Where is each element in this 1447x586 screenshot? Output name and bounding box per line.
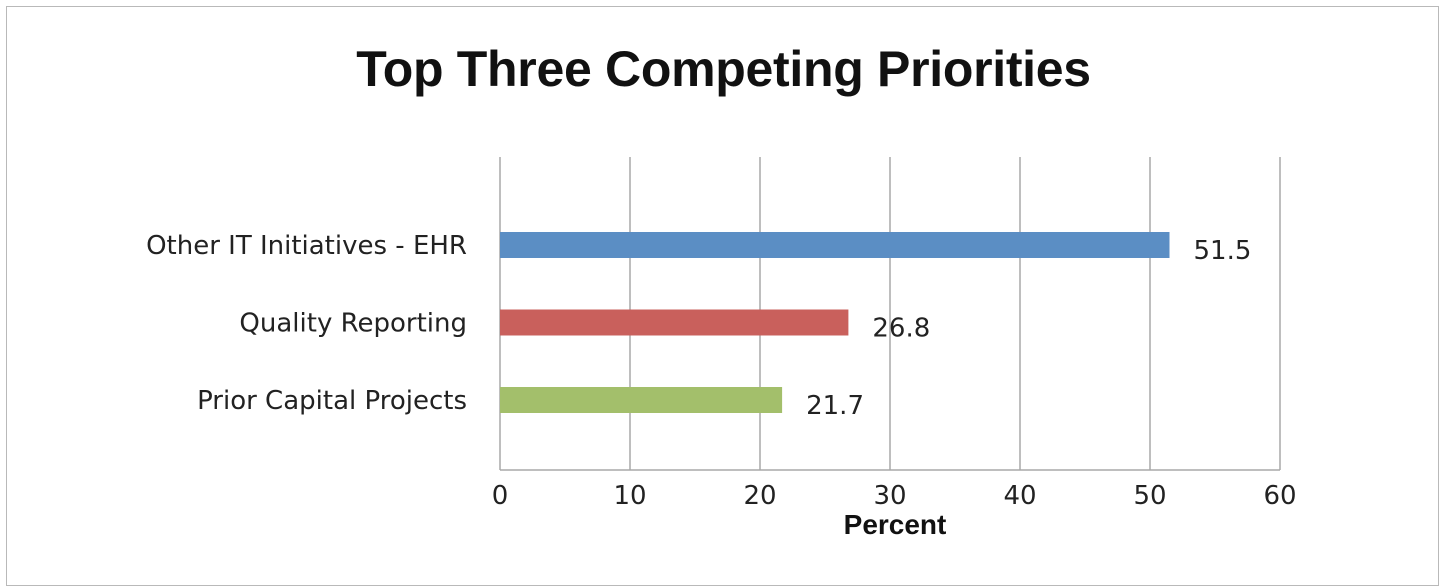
value-labels: 51.5 26.8 21.7 xyxy=(806,236,1251,421)
x-tick-60: 60 xyxy=(1263,481,1296,511)
category-label-1: Other IT Initiatives - EHR xyxy=(146,231,467,261)
value-label-1: 51.5 xyxy=(1194,236,1252,266)
x-axis-title: Percent xyxy=(844,509,947,540)
x-tick-40: 40 xyxy=(1003,481,1036,511)
x-tick-30: 30 xyxy=(873,481,906,511)
bar-3 xyxy=(500,387,783,413)
x-tick-0: 0 xyxy=(492,481,509,511)
value-label-2: 26.8 xyxy=(872,314,930,344)
category-labels: Other IT Initiatives - EHR Quality Report… xyxy=(146,231,467,416)
category-label-2: Quality Reporting xyxy=(239,309,467,339)
chart-title: Top Three Competing Priorities xyxy=(356,41,1091,97)
category-label-3: Prior Capital Projects xyxy=(197,386,467,416)
x-tick-10: 10 xyxy=(613,481,646,511)
value-label-3: 21.7 xyxy=(806,391,864,421)
x-tick-labels: 0 10 20 30 40 50 60 xyxy=(492,481,1297,511)
x-tick-50: 50 xyxy=(1133,481,1166,511)
chart-frame xyxy=(6,6,1439,586)
bars xyxy=(500,232,1170,413)
x-tick-20: 20 xyxy=(743,481,776,511)
bar-2 xyxy=(500,309,849,336)
bar-1 xyxy=(500,232,1170,258)
